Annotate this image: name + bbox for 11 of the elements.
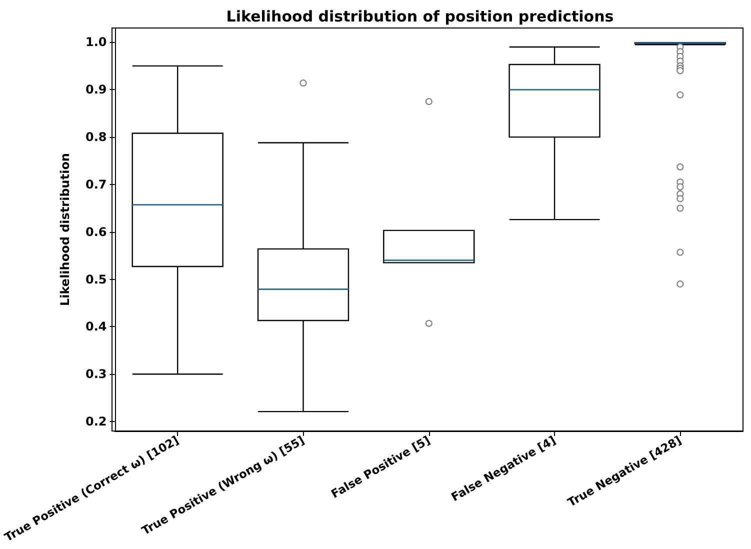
chart-title: Likelihood distribution of position predictions — [226, 8, 614, 26]
y-tick-label: 0.7 — [86, 177, 107, 192]
y-tick-label: 0.3 — [86, 367, 107, 382]
y-tick-label: 0.9 — [86, 82, 107, 97]
y-tick-label: 0.6 — [86, 224, 107, 239]
y-tick-label: 0.5 — [86, 272, 107, 286]
y-tick-label: 0.2 — [86, 414, 107, 429]
y-tick-label: 1.0 — [86, 35, 107, 50]
y-axis-title: Likelihood distribution — [58, 153, 72, 306]
y-tick-label: 0.8 — [86, 130, 107, 144]
y-tick-label: 0.4 — [86, 320, 107, 334]
